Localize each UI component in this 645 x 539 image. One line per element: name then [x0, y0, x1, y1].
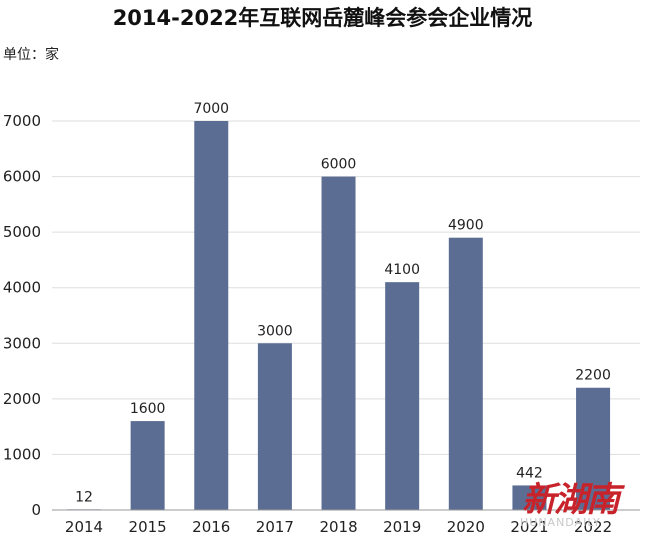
bar-2020	[448, 237, 483, 510]
data-labels: 12 1600 7000 3000 6000 4100 4900 442 2200	[75, 101, 611, 505]
data-label-2016: 7000	[193, 101, 229, 117]
data-label-2020: 4900	[448, 218, 484, 234]
chart-title: 2014-2022年互联网岳麓峰会参会企业情况	[112, 6, 533, 30]
y-axis-ticks: 0 1000 2000 3000 4000 5000 6000 7000	[3, 112, 41, 519]
data-label-2018: 6000	[321, 157, 357, 173]
bar-2018	[321, 176, 356, 511]
x-tick-label-2014: 2014	[65, 518, 103, 536]
x-tick-label-2016: 2016	[192, 518, 230, 536]
watermark-logo: 新湖南 HUNANDAILY	[518, 472, 643, 534]
x-tick-label-2015: 2015	[129, 518, 167, 536]
y-tick-label: 1000	[3, 445, 41, 463]
data-label-2021: 442	[516, 465, 543, 481]
unit-label: 单位：家	[3, 47, 59, 63]
data-label-2015: 1600	[130, 401, 166, 417]
y-tick-label: 7000	[3, 112, 41, 130]
x-tick-label-2022: 2022	[574, 518, 612, 536]
watermark-sub-text: HUNANDAILY	[520, 516, 601, 529]
bar-2016	[194, 121, 229, 510]
y-tick-label: 4000	[3, 279, 41, 297]
y-tick-label: 3000	[3, 334, 41, 352]
bar-2021	[512, 485, 547, 510]
y-tick-label: 6000	[3, 168, 41, 186]
bar-2019	[385, 282, 420, 510]
data-label-2014: 12	[75, 489, 93, 505]
y-tick-label: 5000	[3, 223, 41, 241]
bars	[67, 121, 611, 511]
x-tick-label-2020: 2020	[447, 518, 485, 536]
data-label-2019: 4100	[384, 262, 420, 278]
bar-2017	[257, 343, 292, 510]
data-label-2022: 2200	[575, 368, 611, 384]
y-tick-label: 0	[31, 501, 41, 519]
watermark-logo-text: 新湖南	[522, 480, 620, 520]
x-tick-label-2021: 2021	[510, 518, 548, 536]
x-tick-label-2018: 2018	[319, 518, 357, 536]
x-tick-label-2019: 2019	[383, 518, 421, 536]
y-tick-label: 2000	[3, 390, 41, 408]
bar-2015	[130, 421, 165, 510]
x-tick-label-2017: 2017	[256, 518, 294, 536]
data-label-2017: 3000	[257, 323, 293, 339]
bar-2022	[576, 387, 611, 510]
x-axis-ticks: 2014 2015 2016 2017 2018 2019 2020 2021 2022	[65, 518, 612, 536]
